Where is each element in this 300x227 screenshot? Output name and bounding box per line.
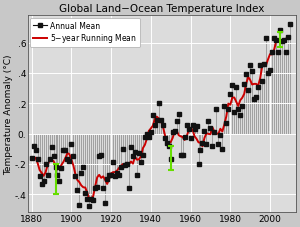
- 5$-$year Running Mean: [34, 157, 38, 160]
- Annual Mean: [288, 24, 292, 27]
- Line: 5$-$year Running Mean: 5$-$year Running Mean: [36, 39, 286, 200]
- Annual Mean: [193, 128, 196, 131]
- Annual Mean: [76, 188, 79, 191]
- Y-axis label: Temperature Anomaly (°C): Temperature Anomaly (°C): [4, 54, 13, 174]
- 5$-$year Running Mean: [268, 54, 272, 56]
- 5$-$year Running Mean: [284, 38, 288, 41]
- 5$-$year Running Mean: [181, 136, 184, 139]
- 5$-$year Running Mean: [195, 138, 198, 141]
- 5$-$year Running Mean: [246, 76, 250, 79]
- Title: Global Land−Ocean Temperature Index: Global Land−Ocean Temperature Index: [59, 4, 265, 14]
- 5$-$year Running Mean: [185, 136, 188, 138]
- Annual Mean: [88, 205, 91, 208]
- Line: Annual Mean: Annual Mean: [30, 24, 291, 208]
- Annual Mean: [30, 157, 34, 160]
- 5$-$year Running Mean: [46, 164, 50, 167]
- Annual Mean: [40, 183, 44, 185]
- 5$-$year Running Mean: [88, 198, 91, 201]
- Annual Mean: [179, 154, 182, 156]
- Legend: Annual Mean, 5$-$year Running Mean: Annual Mean, 5$-$year Running Mean: [30, 19, 140, 48]
- Annual Mean: [232, 111, 236, 114]
- Annual Mean: [223, 106, 226, 108]
